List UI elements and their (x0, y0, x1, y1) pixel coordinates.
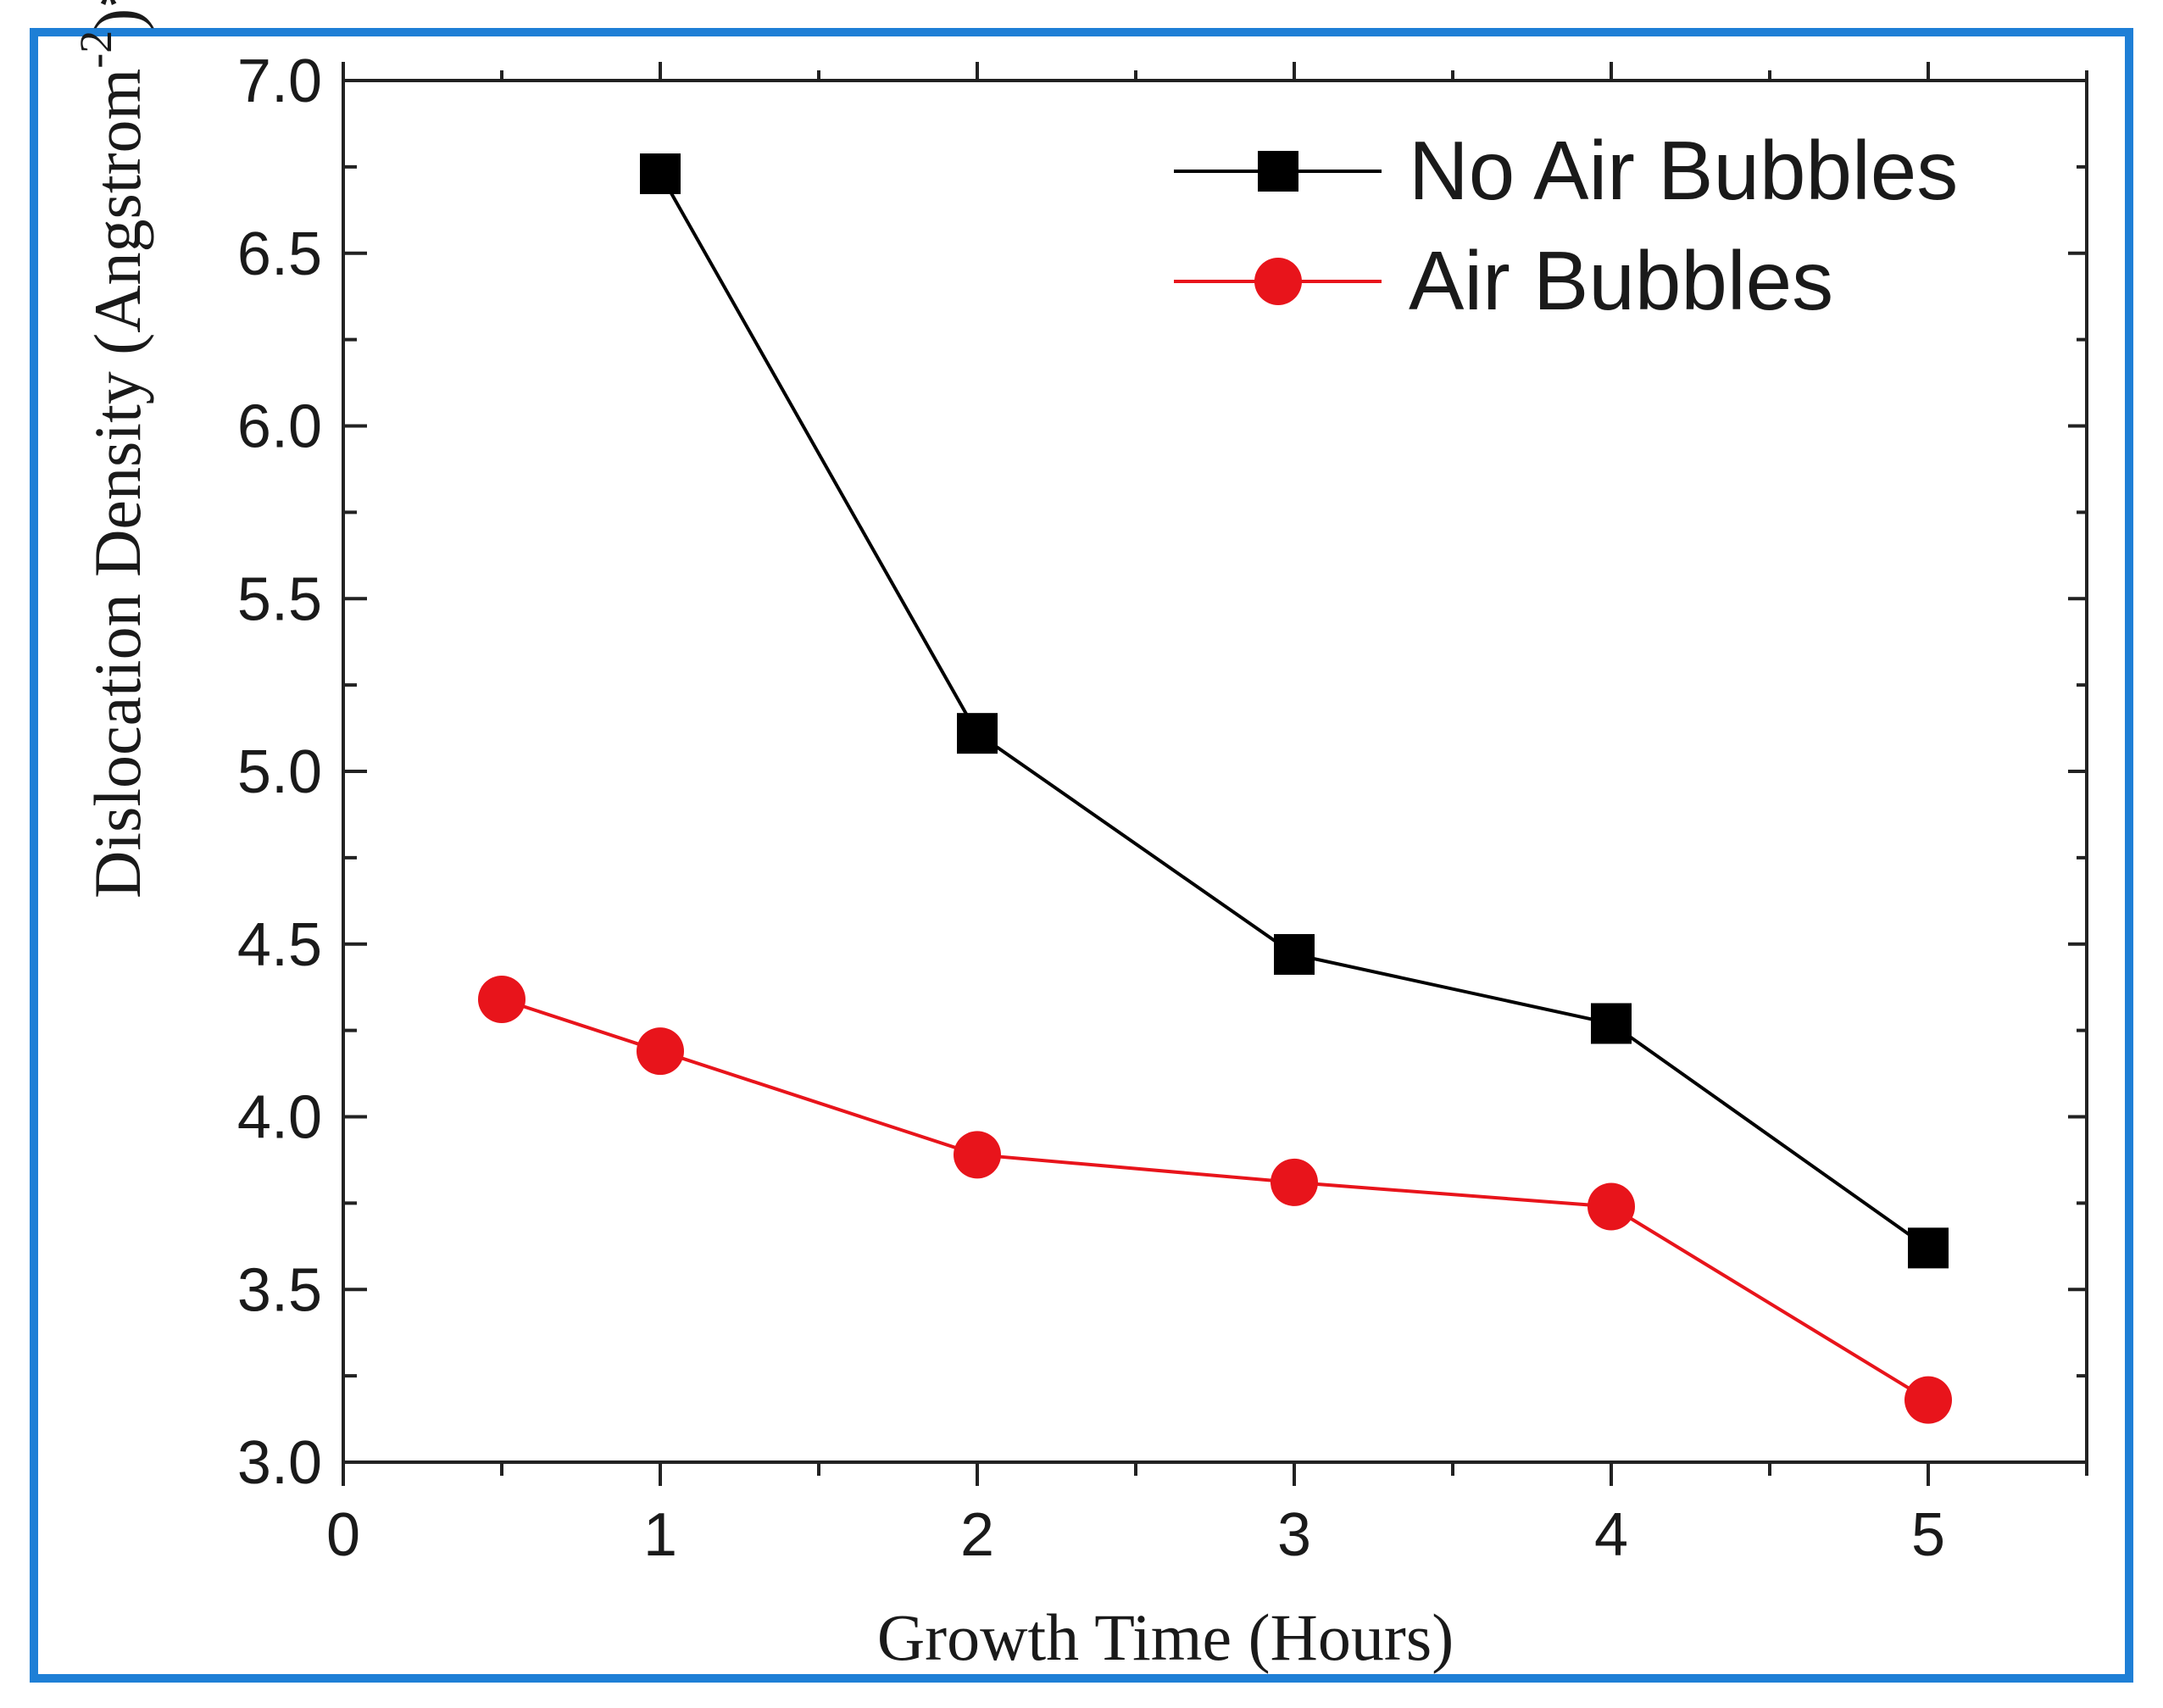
x-tick-label: 4 (1594, 1501, 1628, 1569)
y-tick-label: 4.0 (237, 1084, 322, 1152)
data-point-no-air-bubbles (1274, 933, 1315, 975)
y-tick-label: 3.0 (237, 1429, 322, 1497)
y-tick-label: 6.5 (237, 220, 322, 288)
axes: 0 1 2 3 4 5 3.0 3.5 4.0 4.5 5.0 5.5 6.0 6.5 7.0 (237, 47, 2088, 1569)
y-tick-label: 4.5 (237, 911, 322, 979)
y-axis-title-mid: )*10 (81, 0, 154, 31)
data-point-no-air-bubbles (640, 153, 681, 195)
y-axis-title: Dislocation Density (Angstrom-2)*10-6 (70, 0, 154, 899)
legend-marker-air-bubbles (1254, 258, 1302, 305)
x-axis-title: Growth Time (Hours) (877, 1600, 1454, 1674)
data-point-no-air-bubbles (1908, 1227, 1949, 1269)
x-tick-label: 5 (1911, 1501, 1945, 1569)
figure-frame (30, 28, 2133, 1683)
y-axis-title-base: Dislocation Density (Angstrom (81, 69, 154, 899)
y-tick-label: 3.5 (237, 1256, 322, 1324)
legend: No Air Bubbles Air Bubbles (1174, 124, 1958, 327)
data-point-air-bubbles (478, 975, 525, 1023)
y-tick-label: 5.0 (237, 738, 322, 806)
x-tick-label: 2 (960, 1501, 994, 1569)
data-point-air-bubbles (1271, 1158, 1318, 1206)
data-point-no-air-bubbles (957, 713, 998, 754)
data-point-air-bubbles (637, 1027, 684, 1076)
data-point-air-bubbles (1904, 1376, 1952, 1424)
data-point-air-bubbles (1587, 1182, 1635, 1231)
x-tick-label: 3 (1277, 1501, 1311, 1569)
series-layer (478, 153, 1952, 1424)
series-line-air-bubbles (501, 998, 1930, 1402)
series-line-no-air-bubbles (659, 173, 1930, 1249)
data-point-no-air-bubbles (1591, 1003, 1632, 1044)
legend-label-no-air-bubbles: No Air Bubbles (1409, 124, 1958, 217)
y-tick-label: 6.0 (237, 393, 322, 461)
x-tick-label: 0 (326, 1501, 360, 1569)
y-tick-label: 7.0 (237, 47, 322, 115)
x-tick-label: 1 (643, 1501, 677, 1569)
y-tick-label: 5.5 (237, 565, 322, 633)
y-axis-title-sup1: -2 (70, 31, 121, 69)
data-point-air-bubbles (954, 1131, 1001, 1179)
legend-marker-no-air-bubbles (1258, 151, 1298, 192)
legend-label-air-bubbles: Air Bubbles (1409, 234, 1833, 327)
